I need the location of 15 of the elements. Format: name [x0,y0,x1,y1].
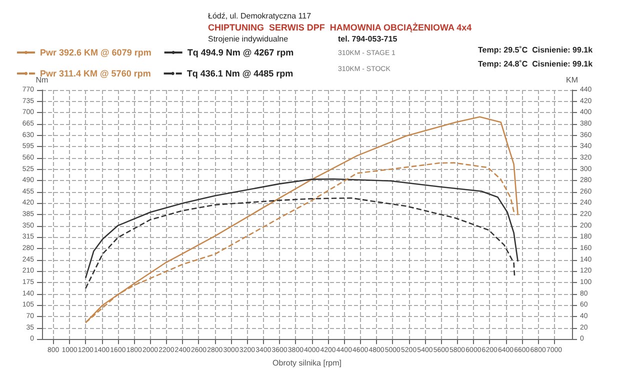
x-axis-title: Obroty silnika [rpm] [272,358,342,368]
y2-axis-title: KM [566,76,578,84]
text: Temp: 29.5˚C Cisnienie: 99.1k [478,46,594,54]
text: Temp: 24.8˚C Cisnienie: 99.1k [478,60,594,68]
text: tel. 794-053-715 [338,34,398,44]
y-axis-title: Nm [36,76,49,84]
line-series [84,178,519,279]
legend-label: Tq 494.9 Nm @ 4267 rpm [187,48,294,58]
text: Strojenie indywidualne [208,34,289,44]
line-series [84,197,516,289]
text: Łódź, ul. Demokratyczna 117 [208,12,312,20]
legend-label: Tq 436.1 Nm @ 4485 rpm [186,68,294,78]
legend-label: Pwr 311.4 KM @ 5760 rpm [40,68,151,78]
text: CHIPTUNING SERWIS DPF HAMOWNIA OBCIĄŻENIOWA 4x4 [208,22,472,32]
legend-label: Pwr 392.6 KM @ 6079 rpm [40,48,152,58]
